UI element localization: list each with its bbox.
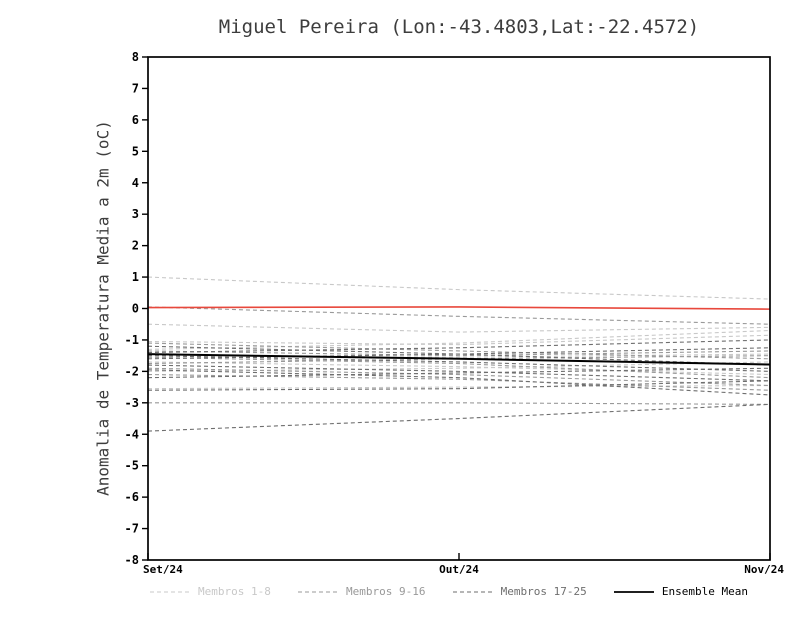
- dashed-line-sample-dark: [452, 590, 493, 593]
- svg-text:-2: -2: [125, 364, 139, 378]
- svg-text:3: 3: [132, 207, 139, 221]
- svg-text:4: 4: [132, 176, 139, 190]
- svg-text:-1: -1: [125, 333, 139, 347]
- legend-item-ensemble-mean: Ensemble Mean: [612, 585, 748, 598]
- svg-text:5: 5: [132, 144, 139, 158]
- legend-label-membros-9-16: Membros 9-16: [346, 585, 426, 598]
- legend-item-membros-1-8: Membros 1-8: [148, 585, 271, 598]
- svg-text:7: 7: [132, 81, 139, 95]
- legend-item-membros-17-25: Membros 17-25: [451, 585, 587, 598]
- svg-text:Nov/24: Nov/24: [744, 563, 784, 576]
- chart-title: Miguel Pereira (Lon:-43.4803,Lat:-22.457…: [218, 16, 700, 38]
- dashed-line-sample-medium: [298, 590, 339, 593]
- svg-text:8: 8: [132, 50, 139, 64]
- svg-text:-3: -3: [125, 396, 139, 410]
- legend-item-membros-9-16: Membros 9-16: [296, 585, 426, 598]
- svg-text:-6: -6: [125, 490, 139, 504]
- solid-line-sample-black: [613, 590, 654, 593]
- svg-text:6: 6: [132, 113, 139, 127]
- legend-label-membros-17-25: Membros 17-25: [500, 585, 587, 598]
- svg-text:-5: -5: [125, 459, 139, 473]
- svg-text:Out/24: Out/24: [439, 563, 479, 576]
- svg-text:Set/24: Set/24: [143, 563, 183, 576]
- svg-text:2: 2: [132, 239, 139, 253]
- legend-label-ensemble-mean: Ensemble Mean: [661, 585, 748, 598]
- svg-text:0: 0: [132, 302, 139, 316]
- svg-text:-7: -7: [125, 522, 139, 536]
- legend: Membros 1-8 Membros 9-16 Membros 17-25 E…: [148, 585, 748, 598]
- svg-text:-8: -8: [125, 553, 139, 567]
- dashed-line-sample-light: [150, 590, 190, 593]
- svg-text:-4: -4: [125, 427, 139, 441]
- svg-text:1: 1: [132, 270, 139, 284]
- legend-label-membros-1-8: Membros 1-8: [198, 585, 271, 598]
